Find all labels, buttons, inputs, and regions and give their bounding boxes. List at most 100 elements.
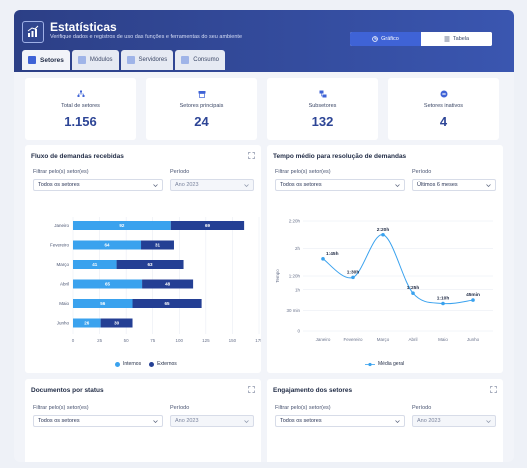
sector-filter-value: Todos os setores bbox=[38, 182, 80, 188]
stat-label: Setores inativos bbox=[423, 103, 464, 109]
panel-title: Documentos por status bbox=[31, 387, 104, 394]
y-axis-label: Tempo bbox=[275, 269, 280, 283]
legend-swatch bbox=[365, 362, 375, 366]
x-tick-label: 100 bbox=[176, 338, 184, 343]
stat-value: 1.156 bbox=[64, 114, 97, 129]
tab-consumo[interactable]: Consumo bbox=[175, 50, 225, 70]
stat-card-inativos: Setores inativos 4 bbox=[388, 78, 499, 140]
x-tick-label: 75 bbox=[150, 338, 156, 343]
y-tick-label: 2:20h bbox=[289, 219, 301, 224]
x-tick-label: 0 bbox=[72, 338, 75, 343]
y-category-label: Junho bbox=[57, 321, 70, 326]
period-filter-label: Período bbox=[170, 169, 190, 175]
expand-icon[interactable] bbox=[248, 152, 255, 159]
bar-segment-internos bbox=[73, 299, 133, 308]
page-subtitle: Verifique dados e registros de uso das f… bbox=[50, 34, 243, 40]
data-point bbox=[321, 257, 325, 261]
bar-segment-externos bbox=[100, 318, 133, 328]
data-label: 1:45h bbox=[326, 251, 339, 257]
legend-label: Internos bbox=[123, 361, 142, 367]
period-filter-select[interactable]: Últimos 6 meses bbox=[412, 179, 496, 191]
panel-docs: Documentos por status Filtrar pelo(s) se… bbox=[25, 379, 261, 462]
panel-flow: Fluxo de demandas recebidas Filtrar pelo… bbox=[25, 145, 261, 373]
data-label: 1:25h bbox=[407, 285, 420, 291]
app-frame: Estatísticas Verifique dados e registros… bbox=[14, 10, 514, 462]
table-view-label: Tabela bbox=[452, 36, 470, 42]
chevron-down-icon bbox=[486, 420, 491, 423]
period-filter-value: Ano 2023 bbox=[175, 418, 199, 424]
sector-filter-select[interactable]: Todos os setores bbox=[33, 179, 163, 191]
y-tick-label: 0 bbox=[297, 329, 300, 334]
x-tick-label: 125 bbox=[202, 338, 210, 343]
view-toggle: Gráfico Tabela bbox=[350, 32, 492, 46]
legend-item-internos: Internos bbox=[115, 361, 141, 367]
chart-view-button[interactable]: Gráfico bbox=[350, 32, 421, 46]
bar-segment-internos bbox=[73, 221, 171, 230]
data-label: 45min bbox=[466, 292, 480, 298]
period-filter-label: Período bbox=[170, 405, 190, 411]
tab-servidores[interactable]: Servidores bbox=[120, 50, 174, 70]
chevron-down-icon bbox=[153, 184, 158, 187]
tab-label: Servidores bbox=[138, 57, 168, 63]
data-point bbox=[381, 232, 385, 237]
bar-segment-internos bbox=[73, 240, 142, 250]
sector-filter-select[interactable]: Todos os setores bbox=[275, 179, 405, 191]
bar-data-label: 92 bbox=[119, 223, 125, 228]
legend-label: Média geral bbox=[378, 361, 405, 367]
chevron-down-icon bbox=[244, 184, 249, 187]
stat-card-principais: Setores principais 24 bbox=[146, 78, 257, 140]
table-view-button[interactable]: Tabela bbox=[421, 32, 492, 46]
y-category-label: Maio bbox=[59, 301, 69, 306]
x-tick-label: Março bbox=[377, 337, 390, 342]
period-filter-select[interactable]: Ano 2023 bbox=[170, 179, 254, 191]
period-filter-select[interactable]: Ano 2023 bbox=[412, 415, 496, 427]
sector-filter-label: Filtrar pelo(s) setor(es) bbox=[33, 169, 89, 175]
legend-swatch bbox=[149, 361, 155, 367]
y-category-label: Março bbox=[56, 262, 69, 267]
sector-filter-label: Filtrar pelo(s) setor(es) bbox=[33, 405, 89, 411]
stat-value: 132 bbox=[311, 114, 334, 129]
y-category-label: Abril bbox=[60, 282, 69, 287]
y-category-label: Fevereiro bbox=[50, 243, 70, 248]
y-tick-label: 1h bbox=[295, 287, 301, 292]
bar-data-label: 56 bbox=[100, 301, 106, 306]
period-filter-label: Período bbox=[412, 169, 432, 175]
tab-modulos[interactable]: Módulos bbox=[71, 50, 119, 70]
period-filter-label: Período bbox=[412, 405, 432, 411]
inactive-icon bbox=[440, 90, 447, 98]
bar-segment-internos bbox=[73, 260, 117, 269]
servers-icon bbox=[126, 56, 135, 64]
modules-icon bbox=[77, 56, 86, 64]
consumption-icon bbox=[181, 56, 190, 64]
bar-segment-externos bbox=[142, 279, 194, 289]
panel-title: Tempo médio para resolução de demandas bbox=[273, 153, 407, 160]
stat-label: Subsetores bbox=[308, 103, 337, 109]
x-tick-label: Abril bbox=[408, 337, 417, 342]
pie-chart-icon bbox=[372, 36, 378, 42]
bar-data-label: 65 bbox=[165, 301, 171, 306]
sector-filter-value: Todos os setores bbox=[280, 418, 322, 424]
flow-bar-chart: 0 25 50 75 100 125 150 175 Janeiro 92 69 Fevereiro 6… bbox=[50, 217, 261, 343]
period-filter-value: Últimos 6 meses bbox=[417, 182, 458, 188]
bar-data-label: 41 bbox=[92, 262, 98, 267]
x-tick-label: 50 bbox=[124, 338, 130, 343]
bar-segment-internos bbox=[73, 318, 101, 328]
sector-filter-select[interactable]: Todos os setores bbox=[275, 415, 405, 427]
stat-value: 24 bbox=[194, 114, 209, 129]
panel-title: Fluxo de demandas recebidas bbox=[31, 153, 124, 160]
bar-data-label: 69 bbox=[205, 223, 211, 228]
chevron-down-icon bbox=[153, 420, 158, 423]
x-tick-label: Fevereiro bbox=[343, 337, 363, 342]
bar-data-label: 64 bbox=[105, 243, 111, 248]
y-tick-label: 1:20h bbox=[289, 274, 301, 279]
bar-data-label: 26 bbox=[84, 321, 90, 326]
sector-filter-select[interactable]: Todos os setores bbox=[33, 415, 163, 427]
section-tabs: Setores Módulos Servidores Consumo bbox=[22, 50, 225, 70]
tab-setores[interactable]: Setores bbox=[22, 50, 70, 70]
expand-icon[interactable] bbox=[248, 386, 255, 393]
data-label: 2:20h bbox=[377, 227, 390, 233]
time-legend: Média geral bbox=[365, 361, 404, 367]
expand-icon[interactable] bbox=[490, 386, 497, 393]
period-filter-select[interactable]: Ano 2023 bbox=[170, 415, 254, 427]
tab-label: Módulos bbox=[89, 57, 113, 63]
